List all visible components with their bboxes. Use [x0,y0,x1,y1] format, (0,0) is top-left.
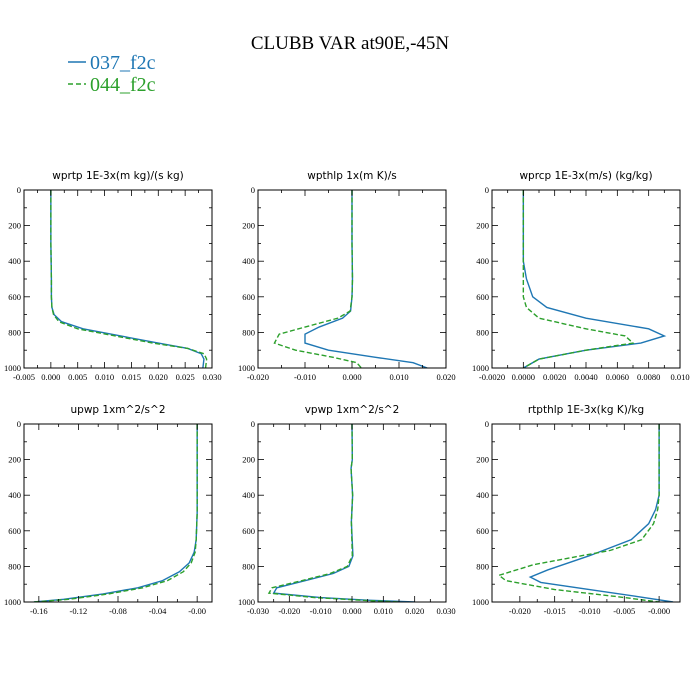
y-tick-label: 200 [242,455,255,465]
y-tick-label: 1000 [4,597,21,607]
y-tick-label: 800 [476,327,489,337]
y-tick-label: 0 [17,185,21,195]
y-tick-label: 0 [485,419,489,429]
y-tick-label: 600 [476,526,489,536]
panels-group: wprtp 1E-3x(m kg)/(s kg) -0.005 0.000 0.005… [4,170,690,616]
x-tick-label: 0.030 [202,372,221,382]
x-tick-label: -0.12 [70,606,88,616]
y-tick-label: 800 [476,561,489,571]
y-tick-label: 1000 [238,597,255,607]
x-tick-label: -0.00 [188,606,206,616]
x-tick-label: 0.000 [342,372,361,382]
x-tick-label: -0.020 [278,606,300,616]
y-tick-label: 1000 [472,597,489,607]
series-line-044_f2c [50,190,208,368]
panel-5: vpwp 1xm^2/s^2 -0.030 -0.020 -0.010 0.000 0.0… [238,404,456,616]
y-tick-label: 800 [8,327,21,337]
legend-label-037: 037_f2c [90,52,156,74]
x-tick-label: 0.020 [405,606,424,616]
x-tick-label: -0.08 [109,606,127,616]
x-tick-label: -0.005 [13,372,35,382]
x-tick-label: -0.015 [544,606,566,616]
series-line-044_f2c [267,424,400,602]
x-tick-label: -0.010 [578,606,600,616]
panel-title: wprcp 1E-3x(m/s) (kg/kg) [519,170,652,182]
panel-2: wpthlp 1x(m K)/s -0.020 -0.010 0.000 0.010 0.… [238,170,456,382]
y-tick-label: 400 [242,256,255,266]
y-tick-label: 0 [485,185,489,195]
x-tick-label: -0.020 [247,372,269,382]
panel-title: wpthlp 1x(m K)/s [307,170,397,182]
panel-1: wprtp 1E-3x(m kg)/(s kg) -0.005 0.000 0.005… [4,170,222,382]
y-tick-label: 200 [242,221,255,231]
y-tick-label: 1000 [472,363,489,373]
x-tick-label: 0.0060 [606,372,629,382]
figure-title: CLUBB VAR at90E,-45N [251,33,450,54]
y-tick-label: 0 [17,419,21,429]
series-line-044_f2c [273,190,362,368]
y-tick-label: 200 [8,221,21,231]
panel-3: wprcp 1E-3x(m/s) (kg/kg) -0.0020 0.0000 0.0… [472,170,690,382]
x-tick-label: -0.005 [613,606,635,616]
x-tick-label: 0.005 [68,372,87,382]
x-tick-label: -0.04 [149,606,167,616]
x-tick-label: 0.0040 [574,372,597,382]
y-tick-label: 600 [242,526,255,536]
y-tick-label: 400 [8,256,21,266]
x-tick-label: -0.0020 [479,372,505,382]
y-tick-label: 800 [242,327,255,337]
x-tick-label: 0.0020 [543,372,566,382]
y-tick-label: 1000 [238,363,255,373]
x-tick-label: -0.020 [509,606,531,616]
panel-title: wprtp 1E-3x(m kg)/(s kg) [52,170,183,182]
y-tick-label: 400 [476,490,489,500]
panel-title: vpwp 1xm^2/s^2 [305,404,400,416]
x-tick-label: 0.010 [374,606,393,616]
x-tick-label: -0.030 [247,606,269,616]
y-tick-label: 600 [8,292,21,302]
x-tick-label: -0.010 [310,606,332,616]
y-tick-label: 400 [242,490,255,500]
y-tick-label: 600 [8,526,21,536]
y-tick-label: 600 [242,292,255,302]
y-tick-label: 600 [476,292,489,302]
x-tick-label: -0.010 [294,372,316,382]
y-tick-label: 1000 [4,363,21,373]
x-tick-label: 0.000 [41,372,60,382]
x-tick-label: -0.000 [648,606,670,616]
panel-4: upwp 1xm^2/s^2 -0.16 -0.12 -0.08 -0.04 -0.00 0… [4,404,213,616]
x-tick-label: 0.020 [149,372,168,382]
x-tick-label: 0.010 [389,372,408,382]
x-tick-label: 0.0000 [512,372,535,382]
legend: 037_f2c 044_f2c [68,52,156,96]
x-tick-label: 0.025 [176,372,195,382]
panel-title: upwp 1xm^2/s^2 [71,404,166,416]
y-tick-label: 200 [476,221,489,231]
x-tick-label: 0.030 [436,606,455,616]
x-tick-label: 0.0080 [637,372,660,382]
y-tick-label: 0 [251,185,255,195]
y-tick-label: 800 [8,561,21,571]
series-line-037_f2c [304,190,428,368]
x-tick-label: 0.020 [436,372,455,382]
x-tick-label: -0.16 [30,606,48,616]
y-tick-label: 0 [251,419,255,429]
x-tick-label: 0.015 [122,372,141,382]
series-line-044_f2c [497,424,660,602]
y-tick-label: 400 [8,490,21,500]
x-tick-label: 0.000 [342,606,361,616]
series-line-044_f2c [522,190,635,368]
panel-title: rtpthlp 1E-3x(kg K)/kg [528,404,644,416]
y-tick-label: 800 [242,561,255,571]
x-tick-label: 0.010 [670,372,689,382]
y-tick-label: 200 [476,455,489,465]
x-tick-label: 0.010 [95,372,114,382]
legend-label-044: 044_f2c [90,74,156,96]
panel-6: rtpthlp 1E-3x(kg K)/kg -0.020 -0.015 -0.010… [472,404,681,616]
series-line-044_f2c [33,424,198,602]
y-tick-label: 400 [476,256,489,266]
y-tick-label: 200 [8,455,21,465]
